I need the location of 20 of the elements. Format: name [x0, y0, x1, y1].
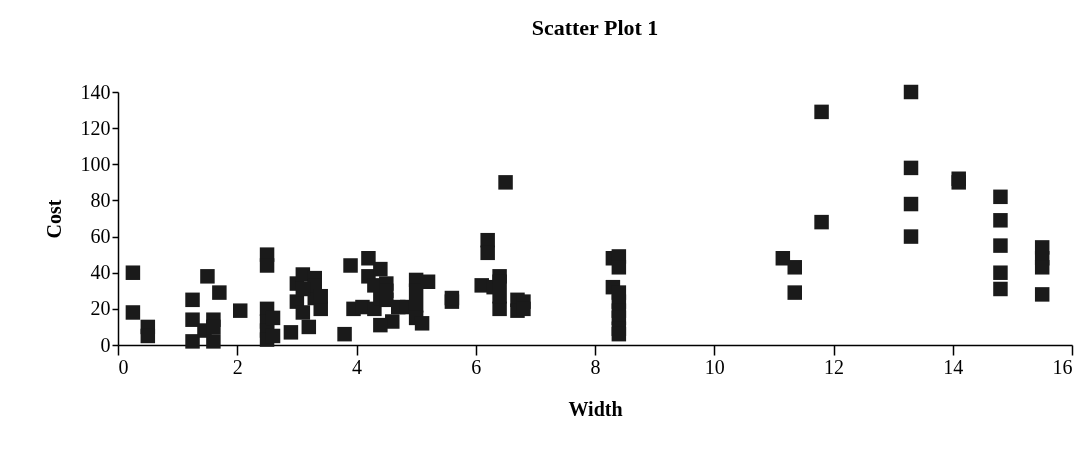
- y-axis-title: Cost: [42, 199, 65, 239]
- x-tick-label: 0: [118, 355, 129, 378]
- x-axis-title: Width: [568, 397, 623, 420]
- y-tick-label: 100: [80, 152, 111, 175]
- x-tick-label: 12: [824, 355, 844, 378]
- x-tick-label: 4: [352, 355, 362, 378]
- y-tick-label: 140: [80, 80, 111, 103]
- x-tick-label: 6: [471, 355, 482, 378]
- x-tick-label: 16: [1052, 355, 1073, 378]
- y-tick-label: 40: [90, 261, 111, 284]
- y-tick-label: 80: [90, 188, 111, 211]
- x-tick-label: 14: [943, 355, 964, 378]
- y-tick-label: 60: [90, 225, 111, 248]
- x-tick-label: 2: [232, 355, 243, 378]
- y-tick-label: 20: [90, 297, 111, 320]
- y-tick-label: 120: [80, 116, 111, 139]
- chart-title: Scatter Plot 1: [531, 15, 659, 40]
- x-tick-label: 10: [704, 355, 725, 378]
- x-tick-label: 8: [590, 355, 601, 378]
- y-tick-label: 0: [100, 333, 111, 356]
